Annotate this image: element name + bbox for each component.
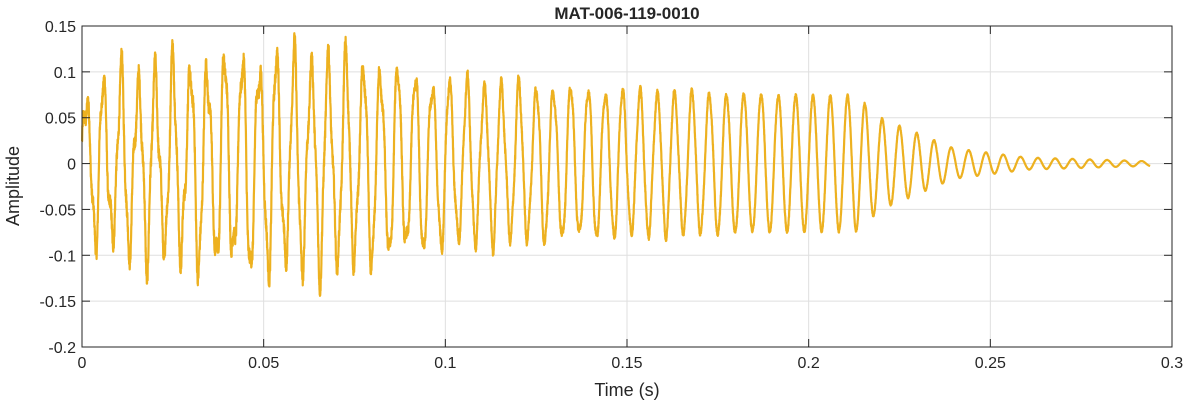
- x-tick-label: 0.1: [434, 355, 456, 372]
- y-tick-label: -0.2: [48, 340, 76, 357]
- tick-marks: [81, 25, 1173, 348]
- x-tick-label: 0.3: [1161, 355, 1183, 372]
- x-tick-label: 0.05: [248, 355, 279, 372]
- x-axis-label: Time (s): [594, 380, 659, 400]
- amplitude-series-line: [81, 32, 1152, 297]
- y-tick-labels: -0.2 -0.15 -0.1 -0.05 0 0.05 0.1 0.15: [40, 19, 77, 357]
- y-tick-label: 0: [67, 157, 76, 174]
- chart-title: MAT-006-119-0010: [554, 4, 699, 23]
- y-tick-label: 0.15: [45, 19, 76, 36]
- x-tick-label: 0.2: [798, 355, 820, 372]
- series-layer: [81, 32, 1152, 297]
- y-tick-label: -0.05: [40, 202, 77, 219]
- x-tick-label: 0.15: [611, 355, 642, 372]
- x-tick-label: 0: [78, 355, 87, 372]
- x-tick-labels: 0 0.05 0.1 0.15 0.2 0.25 0.3: [78, 355, 1184, 372]
- y-tick-label: -0.15: [40, 294, 77, 311]
- y-tick-label: -0.1: [48, 248, 76, 265]
- x-tick-label: 0.25: [975, 355, 1006, 372]
- y-axis-label: Amplitude: [3, 146, 23, 226]
- y-tick-label: 0.1: [54, 65, 76, 82]
- y-tick-label: 0.05: [45, 111, 76, 128]
